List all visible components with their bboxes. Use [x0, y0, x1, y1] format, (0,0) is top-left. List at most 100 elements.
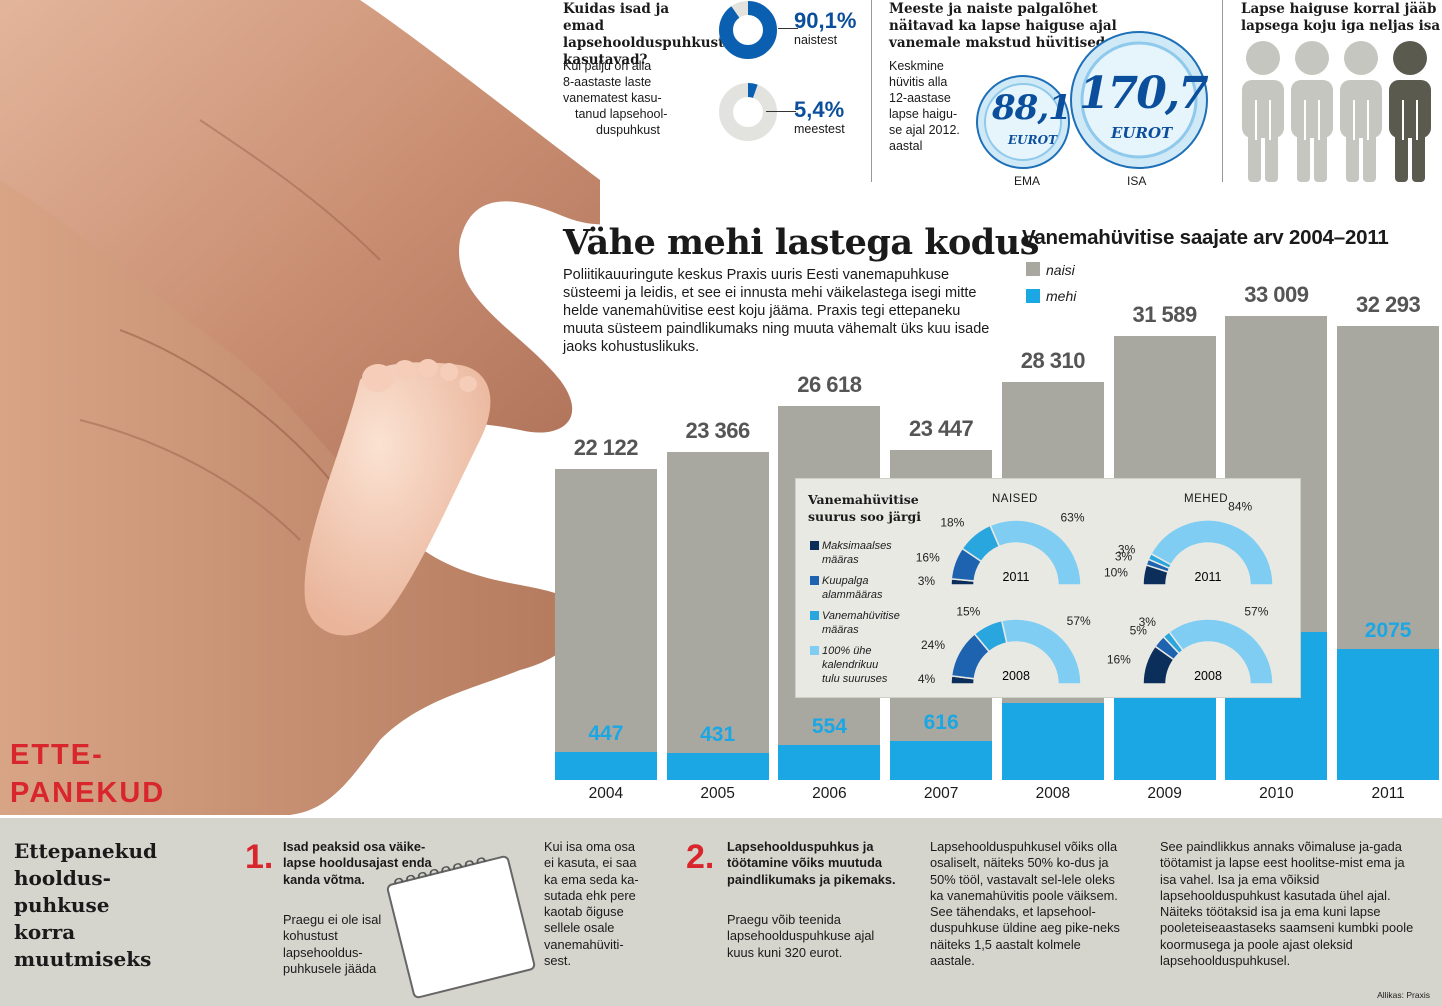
bar-men-2008	[1001, 702, 1104, 780]
usage-subtitle: Kui palju on alla 8-aastaste laste vanem…	[563, 58, 693, 138]
father-label: ISA	[1127, 174, 1147, 188]
x-tick-label-2005: 2005	[700, 785, 735, 802]
women-usage-donut	[719, 1, 777, 59]
gauge-label: 10%	[1104, 565, 1128, 579]
bar-label-women-2008: 28 310	[1020, 348, 1086, 374]
men-usage-donut	[719, 83, 777, 141]
bar-women-2005	[666, 451, 769, 780]
proposal-2-text-3: See paindlikkus annaks võimaluse ja-gada…	[1160, 839, 1414, 969]
inset-legend-label: Kuupalga alammääras	[822, 574, 932, 602]
legend-swatch-men	[1026, 289, 1040, 303]
inset-legend-swatch	[810, 576, 819, 585]
x-tick-label-2010: 2010	[1259, 785, 1294, 802]
gauge-label: 16%	[1107, 652, 1131, 666]
gauge-label: 18%	[940, 516, 964, 530]
father-currency: EUROT	[1111, 124, 1173, 142]
footer-title-line: muutmiseks	[14, 947, 152, 971]
pay-gap-text-line: hüvitis alla	[889, 75, 948, 89]
footer-title-line: hooldus-	[14, 866, 111, 890]
inset-legend-label-line: tulu suuruses	[822, 673, 888, 685]
usage-subtitle-line: tanud lapsehool-	[575, 107, 668, 121]
footer-title-line: puhkuse	[14, 893, 110, 917]
gauge-label: 5%	[1130, 624, 1148, 638]
legend-label-men: mehi	[1046, 288, 1077, 304]
pay-gap-text-line: aastal	[889, 139, 923, 153]
x-tick-label-2007: 2007	[923, 785, 959, 802]
gauge-label: 3%	[918, 574, 936, 588]
women-leader-line	[778, 28, 798, 29]
proposal-1-text-2: Kui isa oma osa ei kasuta, ei saa ka ema…	[544, 839, 639, 969]
gauge-label: 3%	[1115, 549, 1133, 563]
inset-legend-label-line: Vanemahüvitise	[822, 610, 900, 622]
inset-legend-label-line: Kuupalga	[822, 575, 869, 587]
gauge-segment	[1000, 618, 1082, 685]
inset-legend-label-line: 100% ühe	[822, 645, 872, 657]
usage-subtitle-line: Kui palju on alla	[563, 59, 652, 73]
inset-legend-label-line: määras	[822, 554, 859, 566]
mother-label: EMA	[1014, 174, 1041, 188]
calendar-icon: ᴖᴖᴖᴖᴖᴖᴖᴖ	[385, 850, 537, 1000]
women-usage-arc	[719, 1, 777, 59]
pay-gap-text-line: 12-aastase	[889, 91, 951, 105]
bar-men-2011	[1337, 648, 1440, 780]
group-label-men: MEHED	[1184, 493, 1229, 505]
bar-label-men-2005: 431	[700, 722, 736, 746]
intro-text: Poliitikauuringute keskus Praxis uuris E…	[563, 267, 990, 355]
bar-label-women-2009: 31 589	[1132, 301, 1197, 327]
bar-women-2004	[554, 469, 657, 780]
bar-label-women-2004: 22 122	[573, 435, 639, 461]
bar-label-women-2007: 23 447	[908, 416, 974, 442]
group-label-women: NAISED	[992, 493, 1038, 505]
people-icons	[1240, 40, 1440, 185]
gauge-year-label: 2011	[1003, 570, 1030, 584]
headline: Vähe mehi lastega kodus	[563, 222, 1039, 263]
bar-label-women-2005: 23 366	[685, 417, 750, 443]
mother-currency: EUROT	[1008, 133, 1057, 147]
x-tick-label-2004: 2004	[588, 785, 624, 802]
bar-men-2004	[554, 751, 657, 780]
pay-gap-text: Keskmine hüvitis alla 12-aastase lapse h…	[889, 58, 979, 154]
inset-gauges: 3%16%18% 63%2011 10%3%3%84%20114%24%15%57%…	[916, 500, 1274, 686]
bar-label-women-2010: 33 009	[1244, 281, 1309, 307]
bar-label-women-2006: 26 618	[797, 371, 862, 397]
inset-legend-label-line: kalendrikuu	[822, 659, 879, 671]
gauge-label: 3%	[1118, 542, 1136, 556]
bar-label-men-2004: 447	[588, 721, 624, 745]
gauge-year-label: 2008	[1194, 669, 1222, 683]
father-amount: 170,7	[1079, 68, 1209, 119]
proposal-2-text: Praegu võib teenida lapsehoolduspuhkuse …	[727, 912, 875, 960]
hands-with-baby-foot-photo	[0, 0, 600, 815]
inset-legend-label: Vanemahüvitise määras	[822, 609, 932, 637]
bar-label-men-2006: 554	[811, 714, 847, 738]
usage-title: Kuidas isad ja emad lapsehoolduspuhkust …	[563, 1, 725, 68]
inset-legend-swatch	[810, 646, 819, 655]
legend-label-women: naisi	[1046, 262, 1075, 278]
person-icon	[1340, 41, 1382, 182]
bar-chart-title: Vanemahüvitise saajate arv 2004–2011	[1022, 226, 1389, 249]
person-icon-highlighted	[1389, 41, 1431, 182]
source-label: Allikas: Praxis	[1377, 990, 1430, 1000]
gauge-segment	[1150, 519, 1274, 586]
proposals-footer: Ettepanekud hooldus- puhkuse korra muutm…	[0, 818, 1442, 1006]
gauge-year-label: 2011	[1195, 570, 1222, 584]
mother-coin-icon	[976, 75, 1070, 169]
gauge-segment	[989, 519, 1082, 586]
inset-legend-label: 100% ühe kalendrikuu tulu suuruses	[822, 644, 932, 686]
footer-title: Ettepanekud hooldus- puhkuse korra muutm…	[14, 838, 157, 973]
gauge-label: 24%	[921, 638, 945, 652]
inset-title: Vanemahüvitise suurus soo järgi	[808, 492, 922, 524]
person-icon	[1291, 41, 1333, 182]
men-usage-label: meestest	[794, 122, 845, 136]
mother-amount: 88,1	[992, 88, 1072, 128]
bar-men-2006	[778, 744, 881, 780]
gauge-label: 57%	[1067, 614, 1091, 628]
person-icon	[1242, 41, 1284, 182]
legend-swatch-women	[1026, 262, 1040, 276]
gauge-label: 3%	[1139, 615, 1157, 629]
x-tick-label-2011: 2011	[1371, 785, 1405, 802]
inset-legend-swatch	[810, 541, 819, 550]
sick-child-title: Lapse haiguse korral jääb lapsega koju i…	[1241, 1, 1441, 34]
pay-gap-title: Meeste ja naiste palgalõhet näitavad ka …	[889, 1, 1117, 51]
pay-gap-text-line: lapse haigu-	[889, 107, 958, 121]
proposal-2-number: 2.	[686, 838, 715, 876]
